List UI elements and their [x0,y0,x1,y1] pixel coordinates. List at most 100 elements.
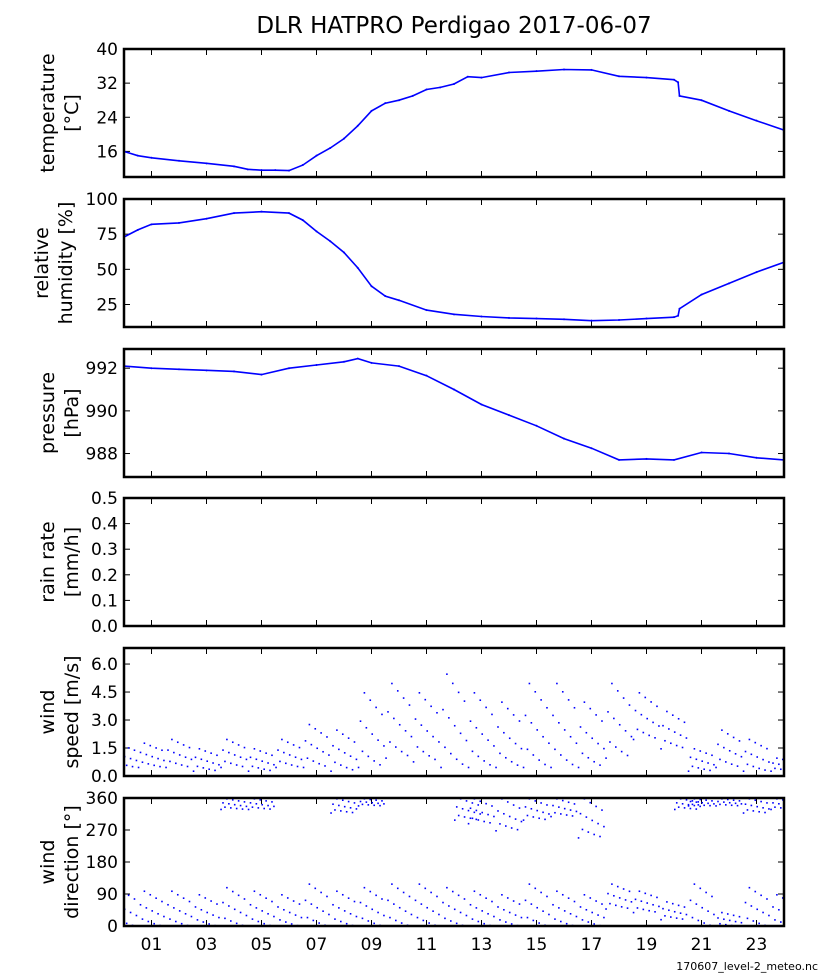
wind-speed-point [550,766,552,769]
wind-direction-point [790,914,792,916]
wind-direction-point [438,913,440,916]
wind-speed-point [477,755,480,758]
temperature-point [398,99,400,102]
wind-direction-point [459,911,462,914]
wind-direction-point [664,915,666,917]
wind-speed-point [780,768,782,771]
wind-direction-point [469,807,472,810]
wind-speed-point [693,748,696,750]
wind-direction-point [451,890,454,893]
wind-direction-point [730,804,733,807]
wind-speed-point [705,752,707,754]
wind-direction-point [728,919,731,922]
wind-direction-point [220,808,222,811]
wind-direction-point [457,894,460,897]
wind-direction-point [715,805,717,807]
wind-speed-point [196,765,199,768]
wind-speed-point [742,770,745,773]
wind-direction-point [520,916,523,919]
wind-speed-point [296,765,299,768]
wind-direction-point [713,803,715,805]
footer-filename: 170607_level-2_meteo.nc [676,960,818,973]
wind-speed-point [453,724,456,727]
wind-speed-point [231,741,234,744]
wind-direction-point [508,815,511,818]
wind-direction-point [728,801,731,804]
wind-speed-point [188,746,191,749]
wind-speed-point [652,721,654,724]
wind-speed-point [624,730,627,732]
wind-direction-point [601,903,603,905]
wind-direction-point [778,908,780,911]
wind-direction-point [794,903,796,905]
wind-speed-point [155,747,157,749]
relative-humidity-point [150,223,153,226]
wind-direction-point [573,803,576,805]
wind-direction-point [585,908,588,911]
wind-speed-point [271,754,273,757]
panel-frame [122,197,786,329]
wind-direction-point [726,798,729,801]
panel-wind-direction: 0 90 180 270 360 01 03 05 07 09 11 13 15 17 19 21 23 wind… [37,789,796,955]
wind-speed-point [322,750,324,753]
wind-direction-point [487,813,489,816]
wind-direction-point [340,920,342,923]
wind-direction-point [723,918,725,921]
wind-speed-point [118,754,120,756]
wind-direction-point [792,808,794,810]
wind-direction-point [432,910,434,912]
wind-speed-point [393,717,395,720]
panel-frame [122,47,786,179]
wind-direction-point [524,806,527,808]
wind-speed-point [648,734,650,737]
wind-speed-point [609,741,611,743]
wind-direction-point [261,803,264,806]
relative-humidity-point [398,299,400,302]
temperature-point [677,81,680,84]
wind-speed-point [707,762,709,764]
wind-direction-point [377,911,379,914]
wind-speed-point [786,769,788,771]
wind-direction-point [693,883,696,885]
wind-direction-point [340,810,342,812]
wind-speed-point [292,744,295,746]
temperature-point [343,137,345,140]
x-tick-label: 15 [526,935,548,955]
wind-speed-point [137,766,140,769]
wind-speed-point [396,690,399,692]
wind-direction-point [208,923,210,925]
wind-direction-point [695,903,698,905]
wind-direction-point [506,801,509,803]
x-tick-label: 17 [581,935,603,955]
y-tick-label: 988 [86,445,118,465]
wind-direction-point [245,805,248,808]
wind-direction-point [675,917,678,919]
wind-direction-point [673,910,676,913]
wind-speed-point [467,766,470,769]
wind-speed-point [514,742,517,745]
wind-speed-point [796,767,798,769]
wind-speed-point [249,756,252,759]
wind-direction-point [398,906,401,909]
relative-humidity-point [480,315,483,318]
pressure-point [645,457,648,460]
wind-direction-point [430,891,432,894]
y-axis-label: speed [m/s] [61,655,83,768]
wind-direction-point [373,922,375,925]
wind-speed-point [764,769,766,771]
wind-direction-point [477,819,480,821]
wind-speed-point [510,760,513,763]
y-tick-label: 990 [86,402,118,422]
y-tick-label: 360 [86,789,118,809]
wind-direction-point [526,814,529,817]
wind-direction-point [471,918,474,920]
relative-humidity-point [136,228,139,231]
wind-speed-point [748,738,751,741]
wind-direction-point [139,903,142,906]
wind-direction-point [263,807,265,810]
wind-speed-point [593,760,595,763]
wind-speed-point [723,746,725,749]
wind-speed-point [442,708,444,711]
wind-speed-point [300,758,303,761]
wind-speed-point [711,754,713,757]
